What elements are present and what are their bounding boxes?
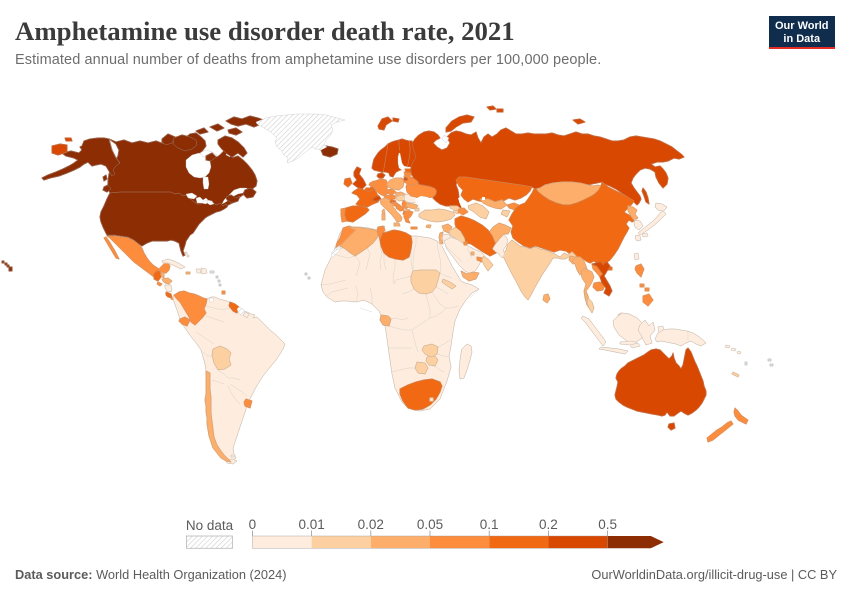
svg-text:0.1: 0.1: [480, 517, 499, 532]
svg-text:0.5: 0.5: [598, 517, 617, 532]
svg-text:No data: No data: [186, 518, 234, 533]
svg-text:0.01: 0.01: [298, 517, 324, 532]
svg-text:0.05: 0.05: [417, 517, 443, 532]
svg-text:0: 0: [249, 517, 257, 532]
svg-text:0.2: 0.2: [539, 517, 558, 532]
svg-text:0.02: 0.02: [358, 517, 384, 532]
